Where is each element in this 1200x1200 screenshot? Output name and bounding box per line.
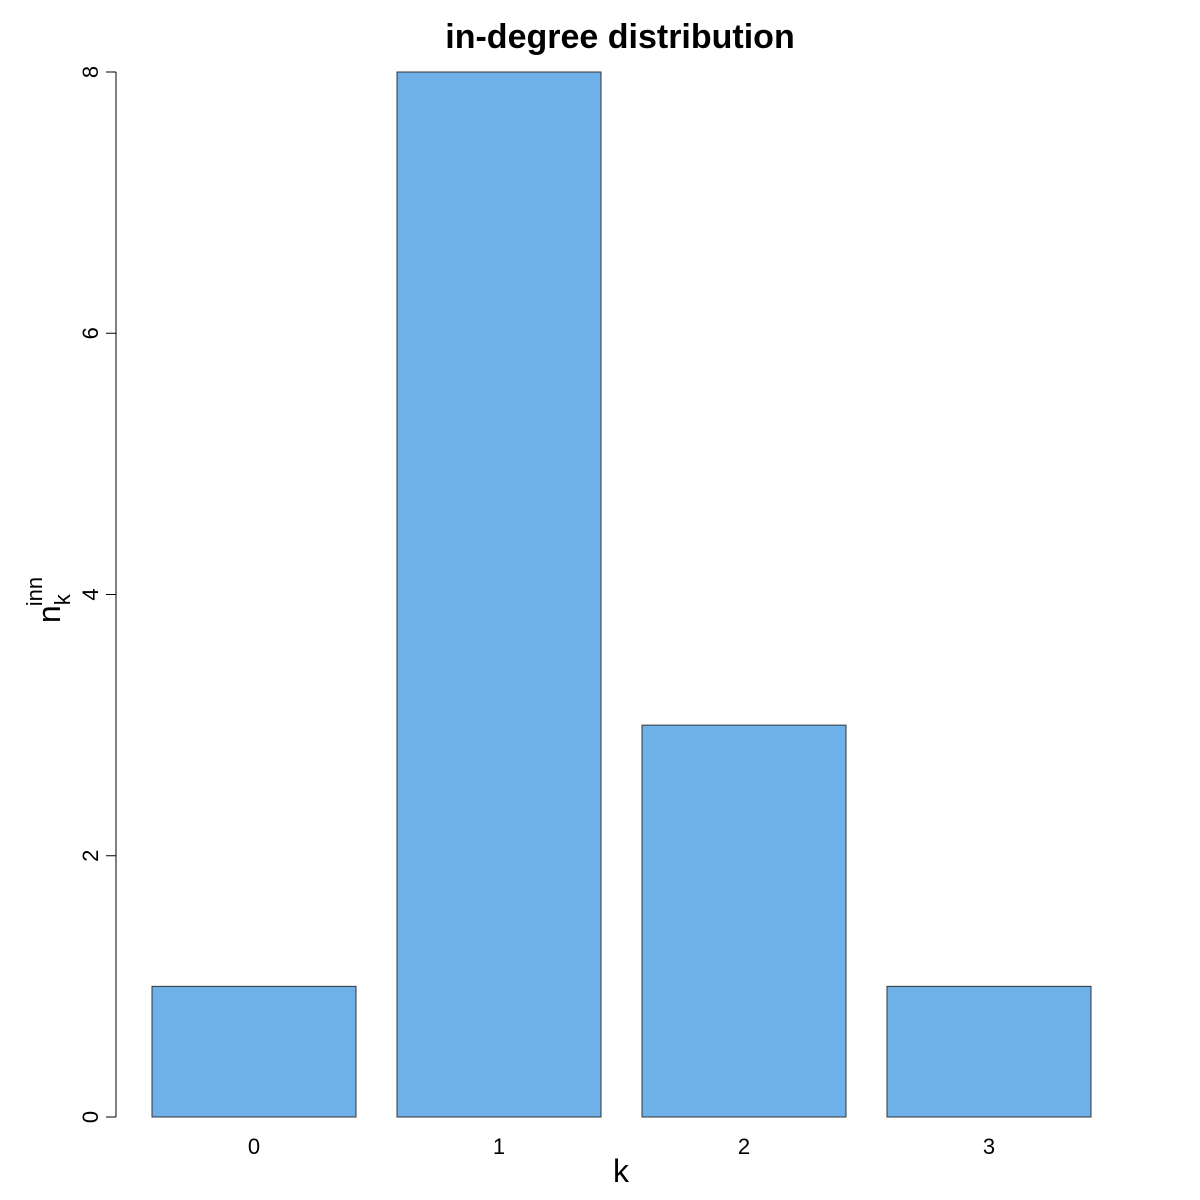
bar-2 [641, 724, 847, 1118]
y-tick-label-0: 0 [78, 1111, 103, 1123]
bar-3 [886, 985, 1092, 1118]
x-axis-label: k [613, 1153, 630, 1189]
y-tick-label-6: 6 [78, 327, 103, 339]
x-axis: 0 1 2 3 [248, 1134, 995, 1159]
y-tick-label-4: 4 [78, 588, 103, 600]
y-axis-label-superscript: inn [22, 577, 47, 606]
bar-1 [396, 71, 602, 1118]
y-axis-label: nkinn [22, 577, 75, 623]
chart-title: in-degree distribution [445, 18, 794, 56]
y-tick-label-2: 2 [78, 850, 103, 862]
bars-group [151, 71, 1092, 1118]
y-axis-label-base: n [31, 605, 67, 623]
y-axis-label-subscript: k [50, 593, 75, 605]
x-tick-label-3: 3 [983, 1134, 995, 1159]
x-tick-label-0: 0 [248, 1134, 260, 1159]
y-axis: 0 2 4 6 8 [78, 66, 117, 1123]
y-tick-label-8: 8 [78, 66, 103, 78]
x-tick-label-1: 1 [493, 1134, 505, 1159]
x-tick-label-2: 2 [738, 1134, 750, 1159]
bar-0 [151, 985, 357, 1118]
